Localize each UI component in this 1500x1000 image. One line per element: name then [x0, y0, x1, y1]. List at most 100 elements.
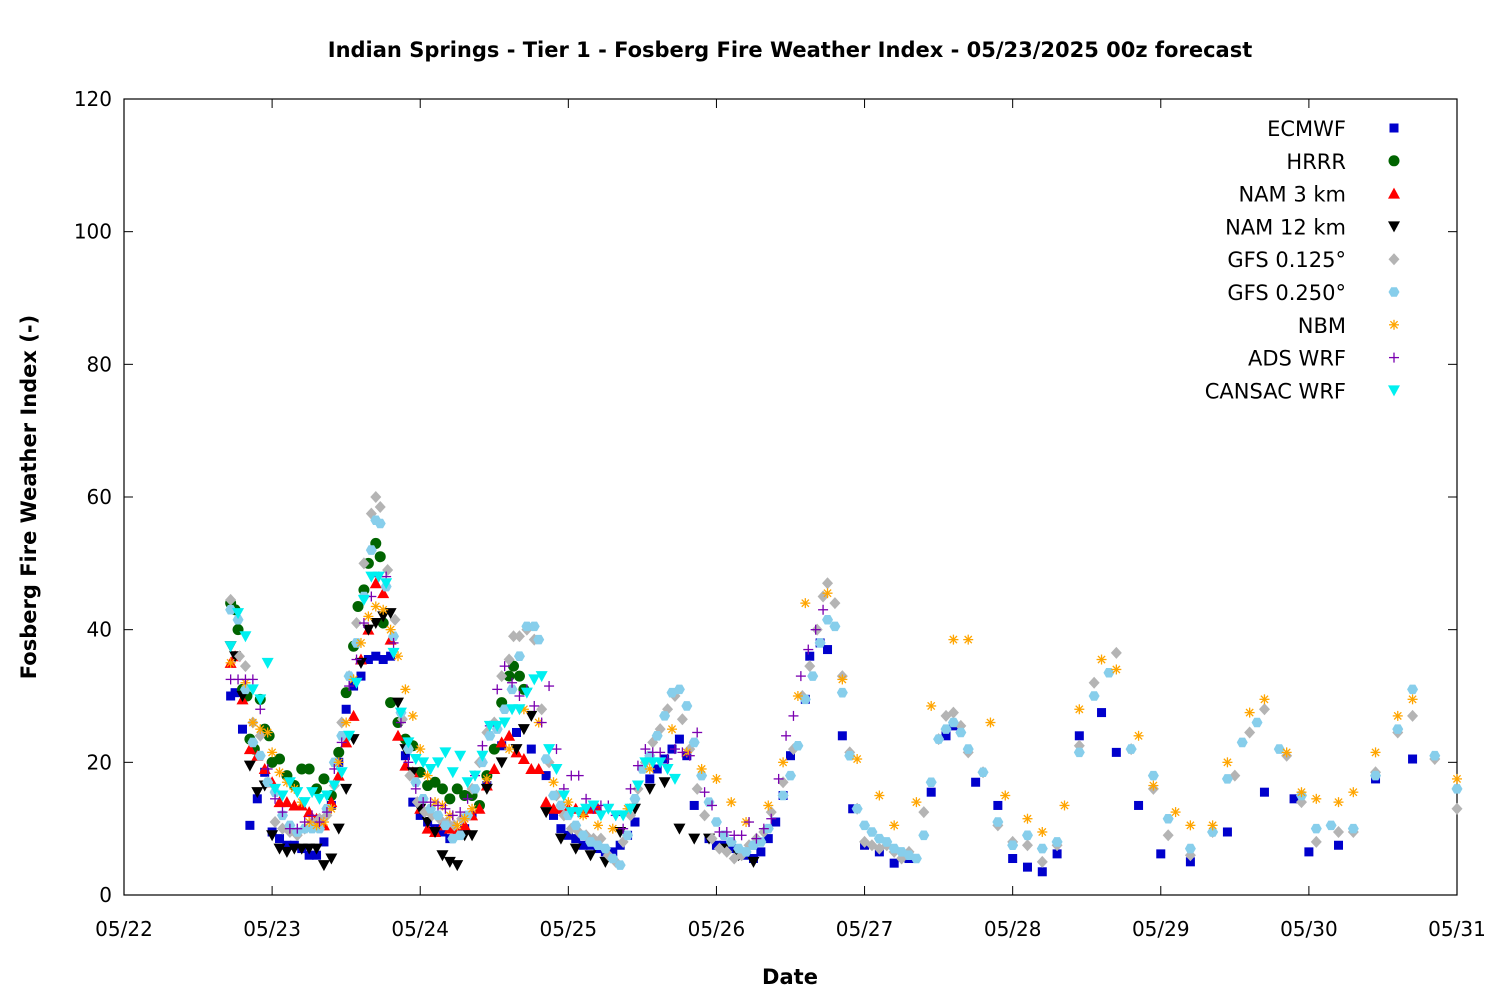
data-point — [371, 651, 381, 661]
data-point — [496, 670, 508, 683]
data-point — [584, 850, 597, 862]
star-stroke — [1408, 695, 1417, 704]
data-point — [499, 661, 510, 672]
data-point — [443, 822, 456, 834]
data-point — [513, 630, 525, 643]
data-point — [652, 764, 662, 774]
data-point — [437, 827, 447, 837]
data-point — [321, 807, 332, 818]
data-point — [362, 624, 375, 636]
data-point — [340, 687, 352, 699]
data-point — [333, 757, 344, 768]
data-point — [340, 783, 353, 795]
data-point — [844, 750, 856, 761]
data-point — [659, 711, 671, 721]
data-point — [444, 793, 456, 805]
data-point — [837, 731, 847, 741]
data-point — [378, 604, 389, 615]
data-point — [706, 832, 718, 845]
data-point — [469, 770, 482, 782]
data-point — [555, 800, 567, 811]
star-stroke — [386, 625, 395, 634]
star-stroke — [356, 638, 366, 647]
data-point — [328, 780, 341, 792]
data-point — [556, 824, 566, 834]
data-point — [795, 671, 806, 682]
data-point — [299, 817, 310, 828]
data-point — [245, 820, 255, 830]
data-point — [255, 724, 266, 735]
data-point — [874, 790, 885, 801]
star-stroke — [275, 768, 284, 777]
data-point — [747, 856, 760, 868]
y-tick-label: 120 — [74, 87, 112, 111]
data-point — [1074, 731, 1084, 741]
data-point — [1289, 794, 1299, 804]
y-tick-label: 100 — [74, 220, 112, 244]
data-point — [266, 830, 279, 842]
star-stroke — [519, 705, 528, 714]
data-point — [933, 734, 945, 744]
data-point — [1281, 747, 1292, 758]
data-point — [388, 637, 399, 648]
data-point — [374, 500, 386, 513]
data-point — [676, 713, 688, 726]
star-stroke — [505, 745, 514, 754]
star-stroke — [468, 804, 477, 813]
data-point — [570, 820, 582, 831]
data-point — [963, 634, 974, 645]
data-point — [247, 717, 258, 728]
star-stroke — [964, 635, 973, 644]
data-point — [1236, 737, 1248, 748]
data-point — [344, 681, 355, 692]
data-point — [822, 588, 833, 599]
star-stroke — [364, 612, 373, 621]
star-stroke — [1393, 711, 1402, 720]
y-axis-label: Fosberg Fire Weather Index (-) — [17, 315, 41, 679]
star-stroke — [927, 701, 936, 711]
data-point — [282, 840, 292, 850]
data-point — [540, 754, 552, 764]
star-stroke — [823, 589, 832, 598]
data-point — [325, 853, 338, 865]
star-stroke — [371, 602, 380, 611]
data-point — [232, 608, 245, 620]
data-point — [318, 773, 330, 785]
x-tick-label: 05/24 — [391, 917, 449, 941]
data-point — [454, 830, 466, 841]
data-point — [425, 797, 436, 808]
data-point — [529, 700, 540, 711]
data-point — [696, 770, 708, 781]
data-point — [304, 850, 314, 860]
data-point — [629, 794, 641, 804]
star-stroke — [1245, 708, 1254, 717]
data-point — [866, 827, 878, 837]
data-point — [1170, 807, 1181, 818]
data-point — [800, 598, 811, 609]
data-point — [232, 614, 244, 625]
data-point — [788, 710, 799, 721]
data-point — [744, 817, 755, 828]
data-point — [696, 763, 707, 774]
data-point — [1134, 800, 1144, 810]
data-point — [1111, 664, 1122, 675]
data-point — [495, 757, 508, 769]
data-point — [1162, 813, 1174, 824]
data-point — [804, 660, 816, 673]
data-point — [581, 793, 592, 804]
data-point — [488, 762, 501, 774]
data-point — [829, 621, 841, 632]
data-point — [699, 809, 711, 822]
data-point — [645, 774, 655, 784]
axes: 0 20 40 60 80 100 120 05/22 05/23 05/24 05/25 05/26… — [74, 87, 1486, 941]
data-point — [573, 770, 584, 781]
data-point — [452, 820, 463, 831]
data-point — [320, 790, 333, 802]
data-point — [1111, 747, 1121, 757]
data-point — [889, 820, 900, 831]
star-stroke — [1282, 748, 1291, 757]
data-point — [276, 790, 289, 802]
data-point — [1251, 717, 1263, 728]
